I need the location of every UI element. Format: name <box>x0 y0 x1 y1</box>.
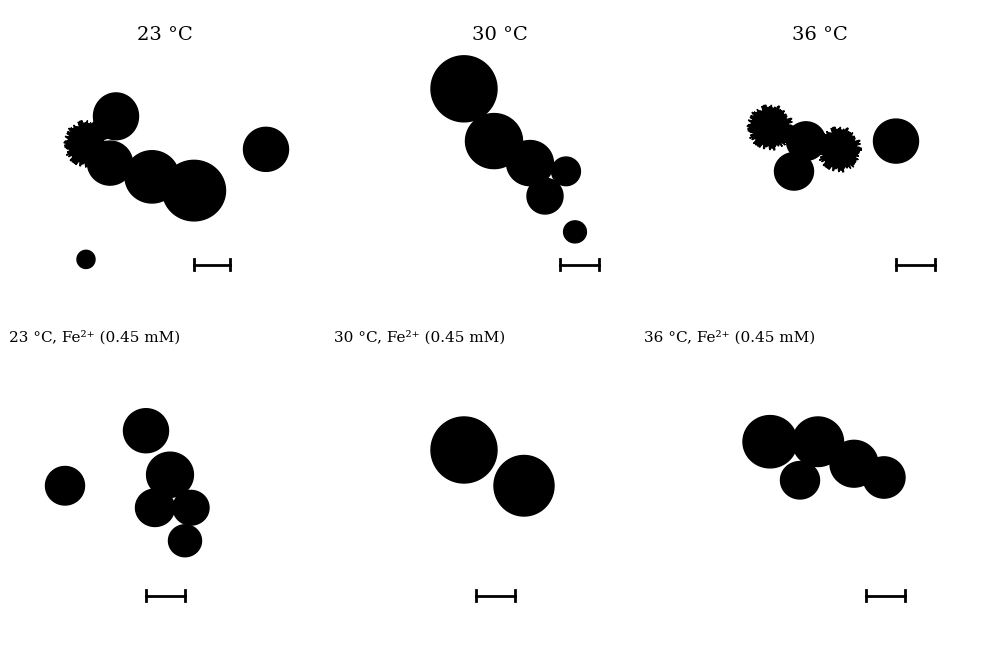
Polygon shape <box>125 151 179 203</box>
Text: 23 °C, Fe²⁺ (0.45 mM): 23 °C, Fe²⁺ (0.45 mM) <box>9 330 181 345</box>
Polygon shape <box>77 250 95 269</box>
Polygon shape <box>124 409 168 453</box>
Polygon shape <box>46 466 84 505</box>
Polygon shape <box>88 141 132 185</box>
Polygon shape <box>817 127 862 172</box>
Polygon shape <box>494 455 554 516</box>
Polygon shape <box>787 122 826 160</box>
Text: 30 °C: 30 °C <box>472 26 528 44</box>
Polygon shape <box>466 113 522 168</box>
Polygon shape <box>775 153 814 190</box>
Text: 30 °C, Fe²⁺ (0.45 mM): 30 °C, Fe²⁺ (0.45 mM) <box>334 330 506 345</box>
Polygon shape <box>173 491 209 525</box>
Text: 23 °C: 23 °C <box>137 26 193 44</box>
Polygon shape <box>136 489 175 527</box>
Polygon shape <box>163 160 225 221</box>
Polygon shape <box>793 417 844 466</box>
Polygon shape <box>507 141 553 185</box>
Polygon shape <box>527 178 563 214</box>
Polygon shape <box>94 93 138 140</box>
Polygon shape <box>552 157 580 185</box>
Polygon shape <box>244 127 288 172</box>
Polygon shape <box>863 457 905 498</box>
Polygon shape <box>169 525 202 557</box>
Polygon shape <box>147 452 193 497</box>
Polygon shape <box>747 105 794 150</box>
Polygon shape <box>830 440 878 487</box>
Polygon shape <box>431 56 497 122</box>
Polygon shape <box>743 416 797 468</box>
Polygon shape <box>564 221 586 243</box>
Text: 36 °C, Fe²⁺ (0.45 mM): 36 °C, Fe²⁺ (0.45 mM) <box>644 330 816 345</box>
Text: 36 °C: 36 °C <box>792 26 848 44</box>
Polygon shape <box>431 417 497 483</box>
Polygon shape <box>874 119 918 163</box>
Polygon shape <box>64 121 109 168</box>
Polygon shape <box>781 462 820 499</box>
